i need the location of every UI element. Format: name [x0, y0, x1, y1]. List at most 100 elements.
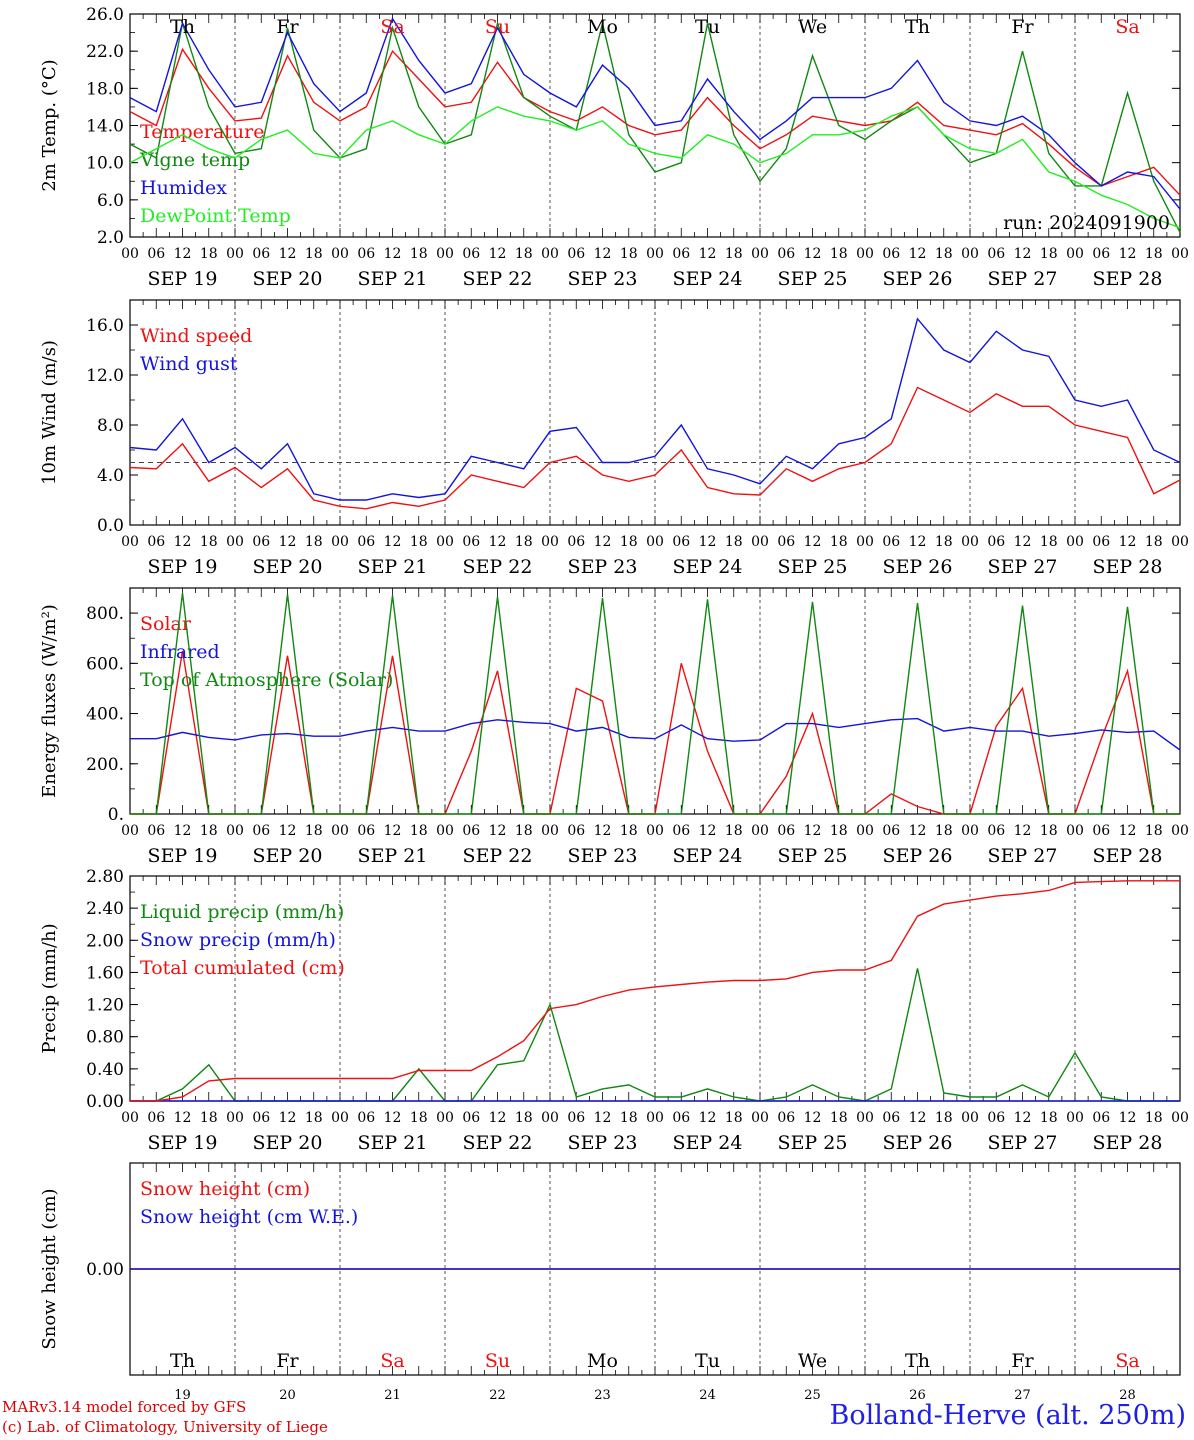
hour-label: 00: [751, 1110, 769, 1126]
hour-label: 18: [200, 534, 218, 550]
hour-label: 12: [279, 246, 297, 262]
weekday-label: Sa: [380, 16, 404, 38]
date-label: SEP 21: [358, 1132, 428, 1154]
y-axis-label: Energy fluxes (W/m²): [39, 604, 60, 798]
hour-label: 12: [699, 534, 717, 550]
date-label: SEP 26: [883, 1132, 953, 1154]
hour-label: 18: [620, 823, 638, 839]
hour-label: 00: [331, 823, 349, 839]
date-label: SEP 19: [148, 556, 218, 578]
hour-label: 18: [515, 534, 533, 550]
date-label: SEP 20: [253, 268, 323, 290]
hour-label: 12: [1119, 246, 1137, 262]
y-tick-label: 2.80: [86, 867, 124, 887]
hour-label: 00: [856, 1110, 874, 1126]
weekday-label: Sa: [380, 1350, 404, 1372]
hour-label: 18: [725, 823, 743, 839]
hour-label: 18: [830, 1110, 848, 1126]
hour-label: 12: [1014, 534, 1032, 550]
hour-label: 00: [331, 246, 349, 262]
credit-model: MARv3.14 model forced by GFS: [2, 1398, 247, 1416]
hour-label: 18: [830, 246, 848, 262]
y-axis-label: Precip (mm/h): [39, 923, 60, 1053]
weekday-label: Su: [485, 16, 510, 38]
hour-label: 18: [1040, 823, 1058, 839]
hour-label: 06: [672, 246, 690, 262]
y-tick-label: 1.60: [86, 963, 124, 983]
hour-label: 06: [252, 246, 270, 262]
legend-entry: Temperature: [140, 121, 264, 143]
date-label: SEP 24: [673, 556, 743, 578]
hour-label: 06: [147, 246, 165, 262]
hour-label: 18: [410, 246, 428, 262]
hour-label: 00: [436, 534, 454, 550]
legend-entry: Total cumulated (cm): [140, 957, 345, 979]
y-tick-label: 0.00: [86, 1260, 124, 1280]
hour-label: 00: [646, 1110, 664, 1126]
hour-label: 06: [987, 823, 1005, 839]
hour-label: 12: [1014, 246, 1032, 262]
hour-label: 12: [489, 1110, 507, 1126]
hour-label: 18: [410, 534, 428, 550]
hour-label: 12: [909, 1110, 927, 1126]
y-tick-label: 2.40: [86, 899, 124, 919]
legend-entry: Top of Atmosphere (Solar): [140, 669, 393, 691]
hour-label: 12: [909, 823, 927, 839]
hour-label: 00: [436, 246, 454, 262]
hour-label: 18: [935, 1110, 953, 1126]
date-label: SEP 22: [463, 556, 533, 578]
date-label: SEP 20: [253, 556, 323, 578]
series-line-vigne-temp: [129, 20, 1181, 233]
legend-entry: Snow height (cm): [140, 1178, 310, 1200]
series-line-temperature: [129, 47, 1181, 196]
legend-entry: Wind speed: [140, 325, 252, 347]
hour-label: 12: [594, 246, 612, 262]
series-line-top-of-atmosphere-solar-: [130, 592, 1180, 815]
weekday-label: Th: [905, 16, 930, 38]
day-number: 23: [594, 1388, 611, 1400]
date-label: SEP 25: [778, 556, 848, 578]
hour-label: 18: [200, 246, 218, 262]
y-tick-label: 1.20: [86, 996, 124, 1016]
hour-label: 06: [1092, 823, 1110, 839]
weekday-label: Fr: [1011, 16, 1034, 38]
hour-label: 12: [279, 1110, 297, 1126]
hour-label: 18: [1145, 246, 1163, 262]
hour-label: 00: [751, 246, 769, 262]
hour-label: 12: [279, 534, 297, 550]
hour-label: 12: [804, 534, 822, 550]
day-number: 19: [174, 1388, 191, 1400]
date-label: SEP 27: [988, 845, 1058, 867]
hour-label: 00: [1171, 1110, 1189, 1126]
hour-label: 18: [200, 1110, 218, 1126]
hour-label: 00: [121, 246, 139, 262]
weekday-label: Th: [170, 1350, 195, 1372]
hour-label: 12: [489, 534, 507, 550]
legend-entry: Liquid precip (mm/h): [140, 901, 344, 923]
weekday-label: Mo: [587, 16, 618, 38]
date-label: SEP 22: [463, 1132, 533, 1154]
date-label: SEP 27: [988, 268, 1058, 290]
hour-label: 00: [751, 534, 769, 550]
hour-label: 00: [646, 246, 664, 262]
day-number: 26: [909, 1388, 926, 1400]
hour-label: 12: [489, 246, 507, 262]
day-number: 22: [489, 1388, 506, 1400]
weekday-label: Tu: [695, 1350, 720, 1372]
hour-label: 12: [909, 246, 927, 262]
date-label: SEP 24: [673, 268, 743, 290]
date-label: SEP 20: [253, 1132, 323, 1154]
date-label: SEP 23: [568, 556, 638, 578]
hour-label: 12: [1119, 823, 1137, 839]
legend-entry: Vigne temp: [139, 149, 250, 171]
hour-label: 18: [1040, 1110, 1058, 1126]
y-tick-label: 600.: [86, 654, 124, 674]
hour-label: 12: [489, 823, 507, 839]
hour-label: 00: [121, 1110, 139, 1126]
hour-label: 12: [909, 534, 927, 550]
y-tick-label: 200.: [86, 755, 124, 775]
hour-label: 06: [357, 534, 375, 550]
date-label: SEP 19: [148, 845, 218, 867]
hour-label: 12: [1119, 534, 1137, 550]
y-tick-label: 16.0: [86, 316, 124, 336]
